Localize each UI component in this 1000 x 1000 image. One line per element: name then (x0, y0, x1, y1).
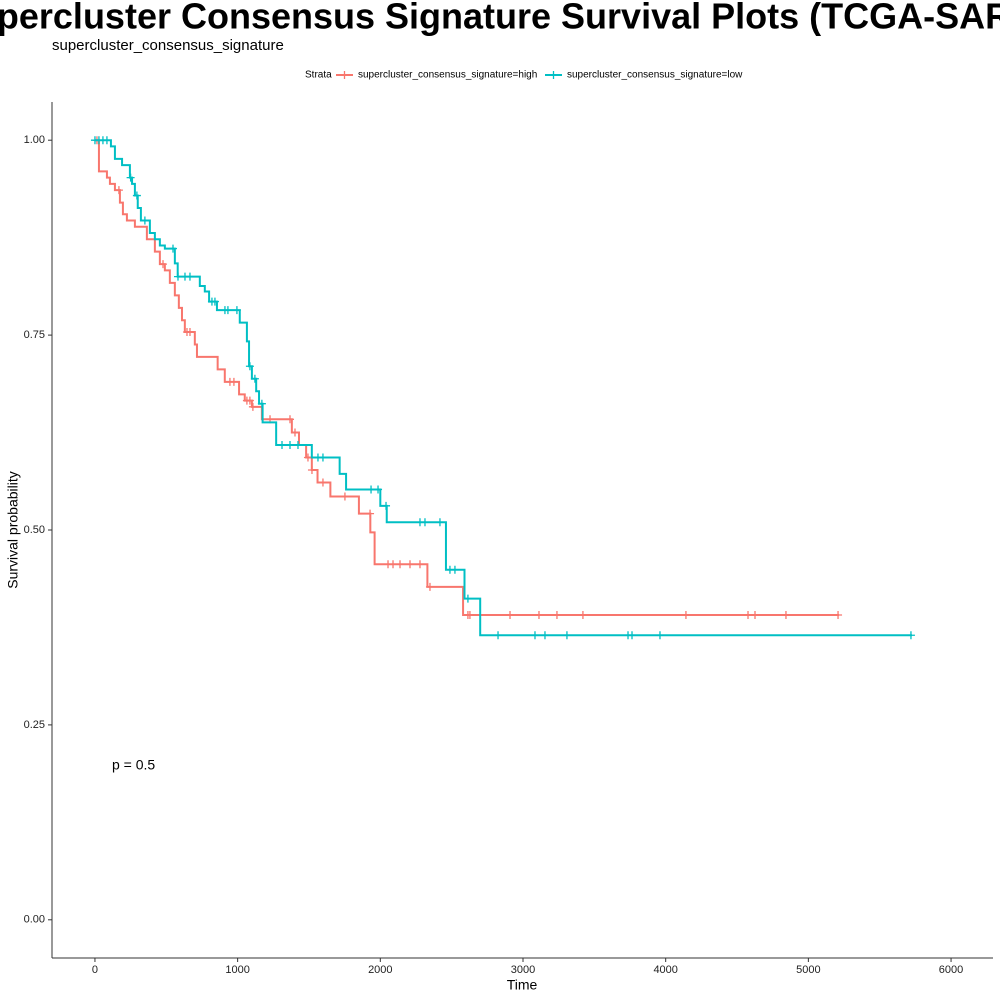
chart-title: Supercluster Consensus Signature Surviva… (0, 0, 1000, 37)
censor-mark (257, 399, 266, 408)
censor-mark (744, 610, 753, 619)
censor-mark (389, 560, 398, 569)
censor-mark (229, 377, 238, 386)
chart-subtitle: supercluster_consensus_signature (52, 37, 284, 54)
censor-mark (250, 374, 259, 383)
censor-mark (396, 560, 405, 569)
survival-curve (94, 139, 912, 637)
censor-mark (232, 306, 241, 315)
censor-mark (405, 560, 414, 569)
censor-mark (906, 631, 915, 640)
censor-mark (245, 396, 254, 405)
y-tick-label: 1.00 (24, 134, 45, 146)
censor-mark (552, 610, 561, 619)
y-tick-label: 0.75 (24, 329, 45, 341)
censor-mark (681, 610, 690, 619)
x-tick-label: 0 (92, 964, 98, 976)
y-axis-label: Survival probability (5, 471, 21, 589)
censor-mark (534, 610, 543, 619)
censor-mark (318, 453, 327, 462)
censor-mark (285, 415, 294, 424)
censor-mark (248, 402, 257, 411)
censor-mark (578, 610, 587, 619)
censor-mark (530, 631, 539, 640)
censor-mark (450, 565, 459, 574)
censor-mark (132, 191, 141, 200)
censor-mark (114, 186, 123, 195)
censor-mark (425, 582, 434, 591)
censor-mark (307, 465, 316, 474)
censor-mark (340, 492, 349, 501)
censor-mark (185, 272, 194, 281)
censor-mark (173, 272, 182, 281)
censor-mark (293, 441, 302, 450)
x-tick-label: 5000 (796, 964, 820, 976)
censor-mark (285, 441, 294, 450)
censor-mark (245, 362, 254, 371)
censor-mark (290, 428, 299, 437)
censor-mark (834, 610, 843, 619)
x-tick-label: 6000 (939, 964, 963, 976)
y-tick-label: 0.25 (24, 719, 45, 731)
legend-title: Strata (305, 70, 332, 81)
censor-mark (126, 173, 135, 182)
censor-mark (506, 610, 515, 619)
censor-mark (367, 485, 376, 494)
legend-key-cross (340, 71, 349, 79)
censor-mark (382, 501, 391, 510)
censor-mark (102, 136, 111, 145)
survival-curve (94, 139, 840, 616)
x-axis-label: Time (507, 977, 538, 993)
censor-mark (420, 518, 429, 527)
censor-mark (628, 631, 637, 640)
censor-mark (223, 306, 232, 315)
censor-mark (415, 560, 424, 569)
censor-mark (562, 631, 571, 640)
x-tick-label: 3000 (511, 964, 535, 976)
censor-mark (463, 594, 472, 603)
legend-key-cross (549, 71, 558, 79)
censor-mark (278, 441, 287, 450)
censor-mark (366, 509, 375, 518)
censor-mark (168, 244, 177, 253)
censor-mark (540, 631, 549, 640)
p-value-annotation: p = 0.5 (112, 757, 155, 773)
y-tick-label: 0.00 (24, 914, 45, 926)
censor-mark (781, 610, 790, 619)
censor-mark (210, 297, 219, 306)
censor-mark (303, 453, 312, 462)
censor-mark (374, 485, 383, 494)
censor-mark (318, 478, 327, 487)
censor-mark (140, 216, 149, 225)
censor-mark (751, 610, 760, 619)
x-tick-label: 4000 (653, 964, 677, 976)
censor-mark (465, 610, 474, 619)
censor-mark (494, 631, 503, 640)
y-tick-label: 0.50 (24, 524, 45, 536)
x-tick-label: 1000 (225, 964, 249, 976)
legend-label: supercluster_consensus_signature=high (358, 70, 537, 81)
x-tick-label: 2000 (368, 964, 392, 976)
censor-mark (159, 260, 168, 269)
censor-mark (655, 631, 664, 640)
censor-mark (435, 518, 444, 527)
legend-label: supercluster_consensus_signature=low (567, 70, 743, 81)
censor-mark (185, 327, 194, 336)
